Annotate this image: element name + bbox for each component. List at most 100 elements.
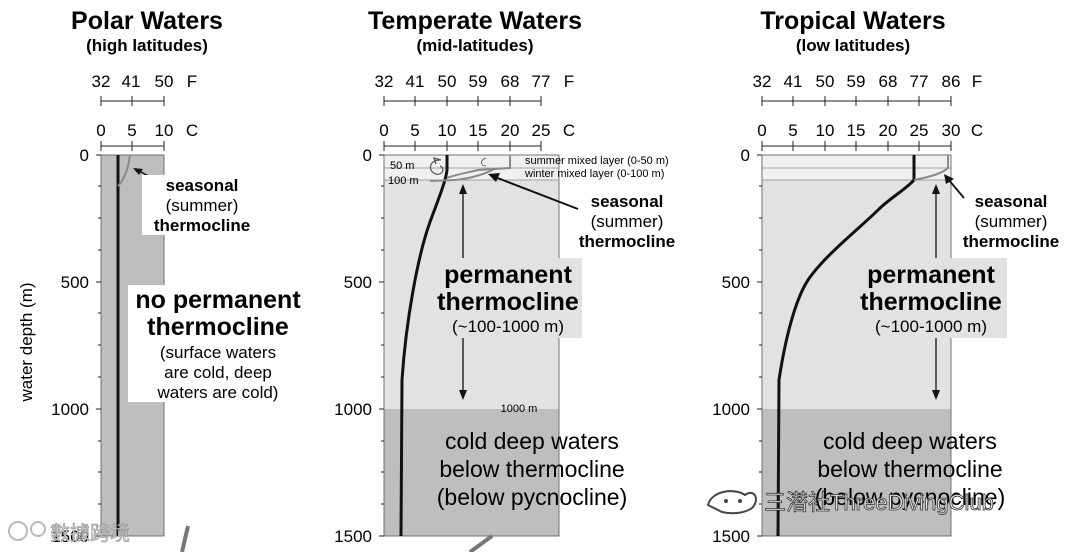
- tropical-fahrenheit-axis: 32 41 50 59 68 77 86 F: [753, 72, 982, 106]
- tropical-f-tick: 68: [879, 72, 898, 91]
- temperate-subtitle: (mid-latitudes): [416, 36, 533, 55]
- temperate-summer-layer-label: summer mixed layer (0-50 m): [525, 155, 669, 167]
- temperate-f-unit: F: [564, 72, 574, 91]
- tropical-depth-tick: 500: [722, 273, 750, 292]
- tropical-permanent-line: permanent: [867, 261, 995, 289]
- temperate-f-tick: 77: [532, 72, 551, 91]
- tropical-depth-tick: 0: [741, 146, 750, 165]
- tropical-depth-tick: 1500: [712, 527, 750, 546]
- temperate-c-tick: 0: [379, 121, 388, 140]
- tropical-deep-zone: [762, 409, 951, 536]
- polar-no-permanent-line: no permanent: [135, 286, 301, 314]
- tropical-seasonal-curve: [913, 155, 949, 181]
- polar-f-tick: 41: [122, 72, 141, 91]
- polar-note-line: waters are cold): [157, 383, 279, 402]
- polar-depth-tick: 1000: [51, 400, 89, 419]
- temperate-100m-label: 100 m: [388, 175, 419, 187]
- temperate-seasonal-arrow: [494, 176, 579, 210]
- temperate-seasonal-arrowhead: [488, 173, 500, 182]
- temperate-c-unit: C: [563, 121, 575, 140]
- tropical-seasonal-arrowhead: [944, 174, 954, 184]
- tropical-c-tick: 15: [847, 121, 866, 140]
- temperate-permanent-line: permanent: [444, 261, 572, 289]
- tropical-f-tick: 41: [784, 72, 803, 91]
- temperate-depth-tick: 1000: [334, 400, 372, 419]
- temperate-depth-tick: 500: [344, 273, 372, 292]
- tropical-temperature-profile: [776, 155, 916, 537]
- tropical-f-tick: 50: [816, 72, 835, 91]
- temperate-range-arrowhead-top: [459, 184, 467, 194]
- temperate-summer-swirl-icon: [481, 157, 487, 167]
- polar-no-permanent-label: no permanent thermocline (surface waters…: [128, 285, 312, 402]
- temperate-f-tick: 68: [501, 72, 520, 91]
- temperate-celsius-axis: 0 5 10 15 20 25 C: [379, 121, 575, 151]
- polar-c-tick: 10: [155, 121, 174, 140]
- tropical-permanent-bg: [855, 258, 1007, 338]
- temperate-c-tick: 15: [469, 121, 488, 140]
- tropical-range-arrowhead-top: [932, 184, 940, 194]
- decorative-stroke: [180, 525, 190, 552]
- tropical-seasonal-arrow: [947, 178, 965, 199]
- wechat-logo-eye: [738, 499, 742, 503]
- temperate-winter-layer-label: winter mixed layer (0-100 m): [524, 168, 664, 180]
- tropical-c-tick: 25: [910, 121, 929, 140]
- tropical-c-tick: 5: [788, 121, 797, 140]
- tropical-f-tick: 59: [847, 72, 866, 91]
- temperate-c-tick: 25: [532, 121, 551, 140]
- watermark-logo-icon: [30, 521, 46, 537]
- tropical-deep-line: cold deep waters: [823, 428, 997, 454]
- temperate-permanent-bg: [432, 258, 582, 338]
- tropical-deep-line: below thermocline: [817, 456, 1002, 482]
- temperate-seasonal-curve: [429, 168, 495, 182]
- wechat-logo-eye: [724, 499, 728, 503]
- watermark-left-text: 數據跨境: [50, 522, 130, 545]
- polar-seasonal-line: seasonal: [166, 176, 239, 195]
- polar-depth-tick: 500: [61, 273, 89, 292]
- wechat-logo-icon: [706, 490, 757, 515]
- depth-axis-label: water depth (m): [17, 282, 36, 402]
- temperate-c-tick: 20: [501, 121, 520, 140]
- temperate-seasonal-line: (summer): [591, 212, 664, 231]
- temperate-depth-axis: 0 500 1000 1500: [334, 146, 384, 546]
- polar-title: Polar Waters: [71, 7, 223, 35]
- polar-c-unit: C: [186, 121, 198, 140]
- tropical-seasonal-line: (summer): [975, 212, 1048, 231]
- tropical-subtitle: (low latitudes): [796, 36, 910, 55]
- tropical-panel: Tropical Waters (low latitudes) 32 41 50…: [712, 7, 1059, 546]
- polar-no-permanent-line: thermocline: [147, 313, 289, 341]
- polar-f-unit: F: [187, 72, 197, 91]
- temperate-depth-tick: 0: [363, 146, 372, 165]
- temperate-c-tick: 5: [410, 121, 419, 140]
- temperate-f-tick: 41: [406, 72, 425, 91]
- tropical-c-tick: 20: [879, 121, 898, 140]
- temperate-f-tick: 50: [438, 72, 457, 91]
- temperate-mixing-swirl-icon: [429, 159, 444, 175]
- polar-c-tick: 5: [127, 121, 136, 140]
- temperate-seasonal-line: thermocline: [579, 232, 675, 251]
- tropical-celsius-axis: 0 5 10 15 20 25 30 C: [757, 121, 983, 151]
- tropical-f-tick: 86: [942, 72, 961, 91]
- tropical-depth-tick: 1000: [712, 400, 750, 419]
- watermark-logo-icon: [8, 521, 28, 541]
- tropical-c-unit: C: [971, 121, 983, 140]
- polar-celsius-axis: 0 5 10 C: [96, 121, 198, 151]
- polar-seasonal-line: thermocline: [154, 216, 250, 235]
- polar-c-tick: 0: [96, 121, 105, 140]
- temperate-mixed-layer: [384, 155, 559, 180]
- temperate-title: Temperate Waters: [368, 7, 582, 35]
- temperate-seasonal-line: seasonal: [591, 192, 664, 211]
- temperate-1000m-label: 1000 m: [501, 403, 538, 415]
- tropical-mixed-layer: [762, 155, 951, 180]
- temperate-deep-line: below thermocline: [439, 456, 624, 482]
- temperate-50m-label: 50 m: [390, 160, 414, 172]
- temperate-deep-line: cold deep waters: [445, 428, 619, 454]
- temperate-deep-line: (below pycnocline): [437, 484, 627, 510]
- temperate-mixing-arrow-icon: [433, 157, 442, 165]
- polar-depth-tick: 0: [80, 146, 89, 165]
- polar-note-line: are cold, deep: [164, 363, 272, 382]
- polar-seasonal-arrowhead: [133, 168, 143, 175]
- polar-note-line: (surface waters: [160, 343, 276, 362]
- tropical-c-tick: 10: [816, 121, 835, 140]
- polar-panel: Polar Waters (high latitudes) 32 41 50 F…: [17, 7, 312, 546]
